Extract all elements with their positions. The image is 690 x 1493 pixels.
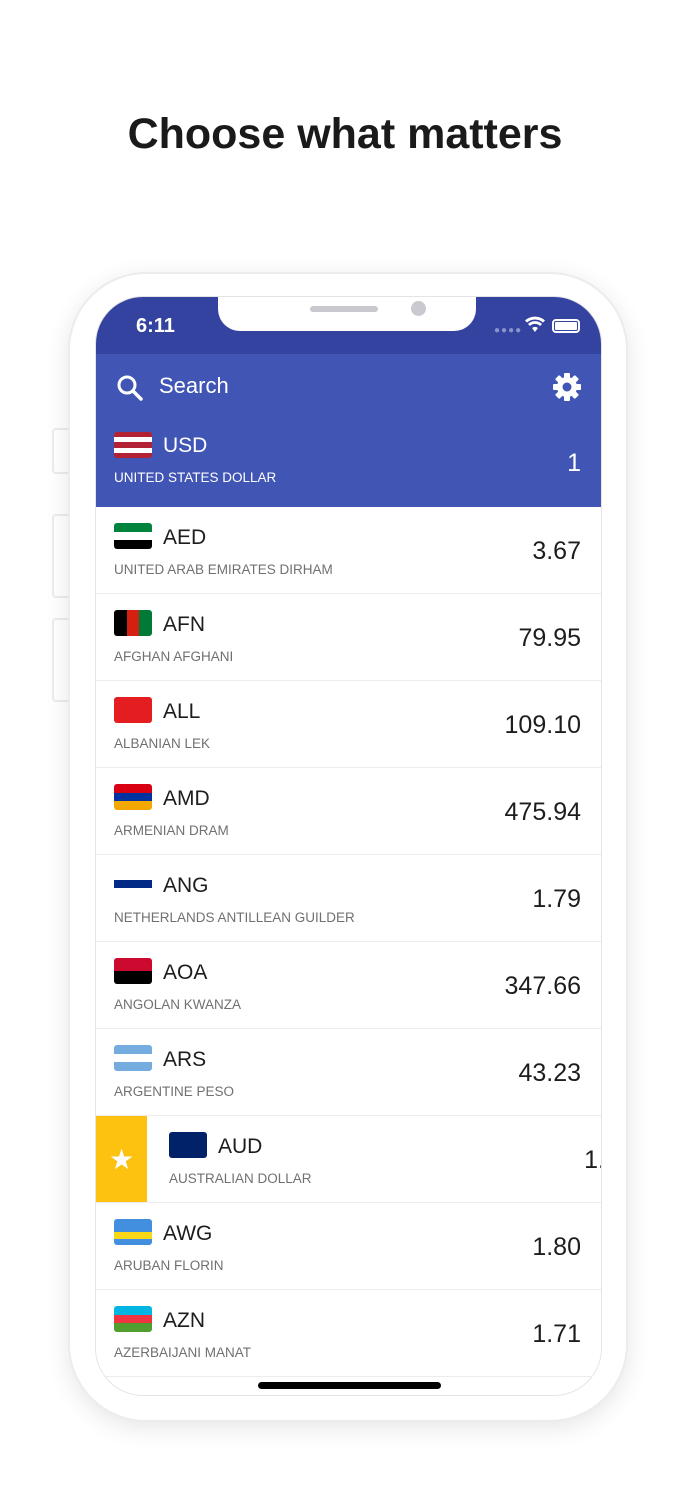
currency-code: AED [163, 526, 207, 549]
base-currency-name: UNITED STATES DOLLAR [114, 470, 277, 485]
currency-value[interactable]: 3.67 [532, 537, 581, 565]
currency-value[interactable]: 347.66 [504, 972, 581, 1000]
flag-icon [169, 1132, 207, 1158]
currency-code: ALL [163, 700, 201, 723]
wifi-icon [525, 316, 545, 332]
currency-code: AFN [163, 613, 205, 636]
currency-row-all[interactable]: ALL ALBANIAN LEK 109.10 [96, 681, 601, 768]
currency-row-aud[interactable]: ★ AUD AUSTRALIAN DOLLAR 1. [96, 1116, 601, 1203]
currency-row-ang[interactable]: ANG NETHERLANDS ANTILLEAN GUILDER 1.79 [96, 855, 601, 942]
currency-value[interactable]: 1.80 [532, 1233, 581, 1261]
volume-down-button [52, 618, 68, 702]
currency-row-amd[interactable]: AMD ARMENIAN DRAM 475.94 [96, 768, 601, 855]
currency-code: AOA [163, 961, 208, 984]
currency-row-ars[interactable]: ARS ARGENTINE PESO 43.23 [96, 1029, 601, 1116]
base-currency-code: USD [163, 434, 208, 457]
currency-row-aed[interactable]: AED UNITED ARAB EMIRATES DIRHAM 3.67 [96, 507, 601, 594]
notch [218, 297, 476, 331]
currency-name: AZERBAIJANI MANAT [114, 1345, 252, 1360]
currency-name: UNITED ARAB EMIRATES DIRHAM [114, 562, 333, 577]
search-input[interactable]: Search [159, 373, 229, 398]
flag-icon [114, 523, 152, 549]
currency-value[interactable]: 43.23 [518, 1059, 581, 1087]
currency-value[interactable]: 1.71 [532, 1320, 581, 1348]
currency-name: ARMENIAN DRAM [114, 823, 229, 838]
currency-value[interactable]: 1.79 [532, 885, 581, 913]
status-bar: 6:11 ●●●● [96, 297, 601, 354]
signal-icon: ●●●● [494, 325, 523, 336]
phone-screen: 6:11 ●●●● Search USD UNITED STATES DOLLA… [95, 296, 602, 1396]
flag-icon [114, 610, 152, 636]
currency-name: AUSTRALIAN DOLLAR [169, 1171, 312, 1186]
gear-icon[interactable] [552, 372, 582, 402]
currency-name: AFGHAN AFGHANI [114, 649, 234, 664]
currency-name: ARGENTINE PESO [114, 1084, 235, 1099]
currency-code: AZN [163, 1309, 205, 1332]
currency-row-afn[interactable]: AFN AFGHAN AFGHANI 79.95 [96, 594, 601, 681]
volume-up-button [52, 514, 68, 598]
currency-code: ANG [163, 874, 209, 897]
currency-code: AWG [163, 1222, 213, 1245]
base-currency-value[interactable]: 1 [567, 449, 581, 477]
currency-code: AMD [163, 787, 210, 810]
currency-code: AUD [218, 1135, 263, 1158]
flag-icon [114, 958, 152, 984]
currency-name: ANGOLAN KWANZA [114, 997, 242, 1012]
flag-icon [114, 1306, 152, 1332]
page-headline: Choose what matters [127, 110, 563, 158]
flag-icon [114, 784, 152, 810]
usd-flag-icon [114, 432, 152, 458]
flag-icon [114, 871, 152, 897]
flag-icon [114, 697, 152, 723]
currency-value[interactable]: 475.94 [504, 798, 581, 826]
currency-row-awg[interactable]: AWG ARUBAN FLORIN 1.80 [96, 1203, 601, 1290]
base-currency-row[interactable]: USD UNITED STATES DOLLAR 1 [96, 429, 601, 507]
mute-switch [52, 428, 68, 474]
currency-row-aoa[interactable]: AOA ANGOLAN KWANZA 347.66 [96, 942, 601, 1029]
currency-value[interactable]: 1. [584, 1146, 601, 1174]
flag-icon [114, 1219, 152, 1245]
favorite-star-icon[interactable]: ★ [96, 1116, 147, 1202]
currency-name: ALBANIAN LEK [114, 736, 211, 751]
currency-code: ARS [163, 1048, 207, 1071]
currency-row-azn[interactable]: AZN AZERBAIJANI MANAT 1.71 [96, 1290, 601, 1377]
battery-icon [552, 319, 580, 333]
currency-value[interactable]: 79.95 [518, 624, 581, 652]
app-header: Search USD UNITED STATES DOLLAR 1 [96, 354, 601, 507]
flag-icon [114, 1045, 152, 1071]
home-indicator[interactable] [258, 1382, 441, 1389]
currency-value[interactable]: 109.10 [504, 711, 581, 739]
status-time: 6:11 [136, 315, 175, 337]
currency-name: NETHERLANDS ANTILLEAN GUILDER [114, 910, 355, 925]
currency-name: ARUBAN FLORIN [114, 1258, 224, 1273]
search-icon[interactable] [116, 374, 144, 402]
